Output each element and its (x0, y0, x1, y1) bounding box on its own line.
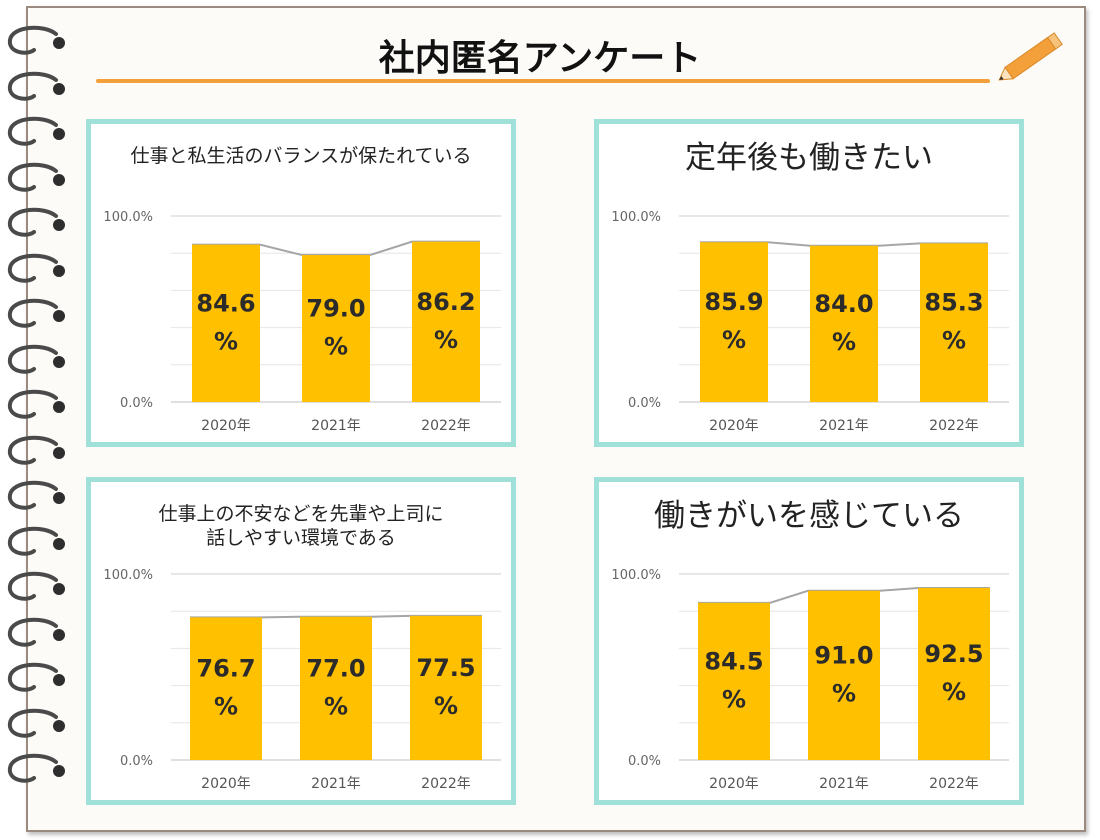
spiral-ring-icon (7, 435, 65, 465)
x-tick-label: 2020年 (709, 776, 759, 792)
bar-value-label: 91.0 (814, 641, 873, 669)
bar-value-label: 77.5 (416, 654, 475, 682)
bar-unit-label: % (214, 693, 238, 721)
spiral-ring-icon (7, 253, 65, 283)
bar-unit-label: % (942, 327, 966, 355)
chart-panel-easy-to-consult: 仕事上の不安などを先輩や上司に 話しやすい環境である 100.0% 0.0% 76.… (86, 477, 516, 805)
y-tick-label: 100.0% (611, 210, 661, 225)
bar-chart: 100.0% 0.0% 76.7% 2020年 77.0% 2021年 77.5% 2022年 (103, 568, 501, 792)
bar (918, 587, 990, 760)
x-tick-label: 2022年 (421, 776, 471, 792)
bar-value-label: 79.0 (306, 295, 365, 323)
bar-unit-label: % (214, 327, 238, 355)
pencil-icon (998, 32, 1063, 81)
bar-value-label: 92.5 (924, 640, 983, 668)
spiral-ring-icon (7, 162, 65, 192)
chart-panel-job-satisfaction: 働きがいを感じている 100.0% 0.0% 84.5% 2020年 91.0% 2021… (594, 477, 1024, 805)
y-tick-label: 0.0% (120, 754, 153, 769)
bar-unit-label: % (324, 692, 348, 720)
x-tick-label: 2020年 (201, 418, 251, 434)
chart-title: 仕事上の不安などを先輩や上司に 話しやすい環境である (158, 503, 444, 549)
bar (700, 242, 768, 402)
spiral-ring-icon (7, 617, 65, 647)
y-tick-label: 100.0% (103, 210, 153, 225)
spiral-ring-icon (7, 207, 65, 237)
spiral-ring-icon (7, 662, 65, 692)
x-tick-label: 2020年 (201, 776, 251, 792)
bar-value-label: 77.0 (306, 654, 365, 682)
bar-value-label: 85.9 (704, 288, 763, 316)
spiral-ring-icon (7, 753, 65, 783)
spiral-ring-icon (7, 298, 65, 328)
bar-value-label: 86.2 (416, 288, 475, 316)
spiral-ring-icon (7, 480, 65, 510)
x-tick-label: 2021年 (819, 418, 869, 434)
bar (300, 616, 372, 760)
chart-panel-work-life-balance: 仕事と私生活のバランスが保たれている 100.0% 0.0% 84.6% 2020年 7… (86, 119, 516, 447)
bar-unit-label: % (324, 333, 348, 361)
spiral-ring-icon (7, 116, 65, 146)
bar (808, 590, 880, 760)
y-tick-label: 100.0% (103, 568, 153, 583)
chart-title: 定年後も働きたい (685, 140, 933, 176)
bar (410, 615, 482, 760)
bar-unit-label: % (832, 328, 856, 356)
bar-value-label: 84.0 (814, 290, 873, 318)
page-title: 社内匿名アンケート (378, 38, 702, 79)
bar-unit-label: % (832, 679, 856, 707)
chart-title: 働きがいを感じている (654, 498, 964, 534)
bar (920, 243, 988, 402)
bar-chart: 100.0% 0.0% 84.6% 2020年 79.0% 2021年 86.2% 2022年 (103, 210, 501, 434)
bar-unit-label: % (434, 692, 458, 720)
bar-value-label: 84.6 (196, 289, 255, 317)
bar-chart: 100.0% 0.0% 84.5% 2020年 91.0% 2021年 92.5% 2022年 (611, 568, 1009, 792)
y-tick-label: 0.0% (120, 396, 153, 411)
y-tick-label: 0.0% (628, 754, 661, 769)
spiral-ring-icon (7, 571, 65, 601)
title-underline (96, 79, 990, 83)
chart-panel-work-after-retirement: 定年後も働きたい 100.0% 0.0% 85.9% 2020年 84.0% 2021年 8… (594, 119, 1024, 447)
bar (810, 245, 878, 402)
bar-unit-label: % (942, 678, 966, 706)
bar-unit-label: % (722, 685, 746, 713)
x-tick-label: 2021年 (311, 418, 361, 434)
bar (698, 602, 770, 760)
x-tick-label: 2020年 (709, 418, 759, 434)
spiral-ring-icon (7, 389, 65, 419)
spiral-ring-icon (7, 25, 65, 55)
bar (412, 241, 480, 402)
x-tick-label: 2022年 (929, 418, 979, 434)
bar (190, 617, 262, 760)
bar (302, 255, 370, 402)
bar-value-label: 85.3 (924, 289, 983, 317)
spiral-ring-icon (7, 71, 65, 101)
x-tick-label: 2021年 (819, 776, 869, 792)
spiral-ring-icon (7, 708, 65, 738)
x-tick-label: 2022年 (929, 776, 979, 792)
bar (192, 244, 260, 402)
bar-value-label: 84.5 (704, 647, 763, 675)
bar-unit-label: % (722, 326, 746, 354)
x-tick-label: 2021年 (311, 776, 361, 792)
y-tick-label: 0.0% (628, 396, 661, 411)
x-tick-label: 2022年 (421, 418, 471, 434)
chart-title: 仕事と私生活のバランスが保たれている (130, 145, 472, 167)
spiral-ring-icon (7, 526, 65, 556)
bar-value-label: 76.7 (196, 655, 255, 683)
bar-unit-label: % (434, 326, 458, 354)
spiral-ring-icon (7, 344, 65, 374)
bar-chart: 100.0% 0.0% 85.9% 2020年 84.0% 2021年 85.3% 2022年 (611, 210, 1009, 434)
y-tick-label: 100.0% (611, 568, 661, 583)
